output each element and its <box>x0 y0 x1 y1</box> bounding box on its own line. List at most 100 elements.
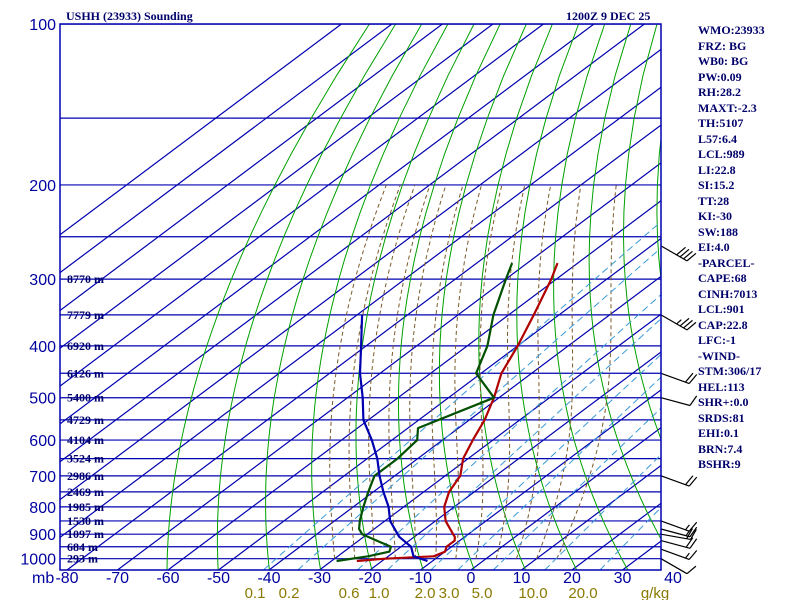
mixing-ratio-line <box>457 376 661 570</box>
dry-adiabat-line <box>588 24 661 540</box>
wind-barb-flag <box>685 537 694 548</box>
dry-adiabat-line <box>166 24 370 570</box>
plot-frame <box>59 23 662 571</box>
height-label: 293 m <box>67 552 98 566</box>
mixing-ratio-label: 5.0 <box>472 585 493 600</box>
dry-adiabat-line <box>656 135 661 283</box>
height-label: 8770 m <box>67 272 104 286</box>
moist-adiabat-line <box>515 184 552 559</box>
index-item: KI:-30 <box>698 209 732 223</box>
index-item: CINH:7013 <box>698 286 758 301</box>
wind-barb-flag <box>686 528 693 540</box>
wind-barb-flag <box>679 248 690 258</box>
sounding-profiles <box>336 262 559 563</box>
wind-barb-half-flag <box>684 524 690 531</box>
height-label: 1985 m <box>67 500 104 514</box>
index-item: LCL:901 <box>698 302 745 316</box>
height-label: 1097 m <box>67 527 104 541</box>
mixing-ratio-label: 1.0 <box>369 585 390 600</box>
index-item: SHR+:0.0 <box>698 395 749 409</box>
dry-adiabat-line <box>553 24 629 570</box>
index-item: L57:6.4 <box>698 131 737 146</box>
index-item: STM:306/17 <box>698 364 762 378</box>
height-label: 2469 m <box>67 485 104 499</box>
isotherm-line <box>218 237 661 570</box>
wind-barbs <box>660 236 698 575</box>
mixing-ratio-line <box>544 453 661 570</box>
wind-barb-flag <box>688 550 698 560</box>
isotherm-line <box>60 24 342 236</box>
wind-barb-shaft <box>660 533 691 541</box>
wind-barb-flag <box>688 521 698 532</box>
parcel-path <box>358 314 428 563</box>
wind-barb-flag <box>689 538 698 549</box>
temperature-tick-label: 10 <box>513 570 531 587</box>
dry-adiabat-line <box>311 24 449 570</box>
dry-adiabat-line <box>438 24 527 570</box>
index-item: EHI:0.1 <box>698 426 740 440</box>
background-grid <box>60 24 800 570</box>
index-item: SRDS:81 <box>698 410 745 425</box>
temperature-tick-label: -70 <box>106 570 129 587</box>
moist-adiabat-line <box>556 184 617 559</box>
wind-barb-half-flag <box>676 319 682 325</box>
chart-title: USHH (23933) Sounding <box>66 9 193 23</box>
temperature-tick-label: 20 <box>563 570 581 587</box>
height-label: 2986 m <box>67 469 104 483</box>
moist-adiabat-line <box>388 184 431 559</box>
pressure-tick-label: 200 <box>29 178 56 195</box>
wind-barb-flag <box>688 374 698 384</box>
mixing-ratio-line <box>263 221 661 570</box>
mixing-ratio-label: g/kg <box>641 585 669 600</box>
index-item: FRZ: BG <box>698 38 747 53</box>
temperature-tick-label: -60 <box>156 570 179 587</box>
pressure-tick-label: 300 <box>29 272 56 289</box>
index-item: TH:5107 <box>698 116 744 130</box>
isotherm-line <box>60 24 645 463</box>
wind-barb-flag <box>689 395 698 406</box>
index-item: WB0: BG <box>698 54 749 68</box>
isotherm-line <box>319 313 661 570</box>
pressure-tick-label: 900 <box>29 527 56 544</box>
wind-barb-flag <box>683 319 693 329</box>
index-item: HEL:113 <box>698 379 745 394</box>
wind-barb-flag <box>676 246 686 256</box>
temperature-tick-label: -30 <box>308 570 331 587</box>
index-item: MAXT:-2.3 <box>698 100 757 115</box>
index-item: SI:15.2 <box>698 178 735 192</box>
mixing-ratio-label: 0.1 <box>245 585 266 600</box>
height-label: 3524 m <box>67 452 104 466</box>
wind-barb-flag <box>686 321 697 331</box>
index-item: -WIND- <box>698 348 740 363</box>
wind-barb-shaft <box>660 397 691 407</box>
wind-barb-shaft <box>660 372 690 385</box>
index-item: BSHR:9 <box>698 457 741 471</box>
index-item: CAP:22.8 <box>698 317 748 332</box>
wind-barb-shaft <box>660 520 690 532</box>
moist-adiabat-line <box>409 184 447 559</box>
pressure-tick-label: 400 <box>29 339 56 356</box>
height-label: 7779 m <box>67 308 104 322</box>
isotherm-line <box>420 389 661 570</box>
isotherm-line <box>60 24 443 312</box>
isotherm-line <box>60 86 661 539</box>
dry-adiabat-line <box>516 24 580 570</box>
height-label: 4104 m <box>67 433 104 447</box>
isotherm-line <box>66 124 661 570</box>
mixing-ratio-label: 3.0 <box>439 585 460 600</box>
pressure-tick-label: 1000 <box>20 552 56 569</box>
temperature-tick-label: 40 <box>664 570 682 587</box>
isotherm-line <box>521 464 661 570</box>
dry-adiabat-line <box>781 24 800 570</box>
moist-adiabat-line <box>454 184 482 559</box>
height-label: 4729 m <box>67 413 104 427</box>
pressure-tick-label: 500 <box>29 391 56 408</box>
temperature-profile <box>356 262 559 563</box>
dry-adiabat-line <box>355 24 475 570</box>
isotherm-line <box>60 24 544 387</box>
wind-barb-shaft <box>660 475 690 487</box>
index-item: BRN:7.4 <box>698 441 743 456</box>
